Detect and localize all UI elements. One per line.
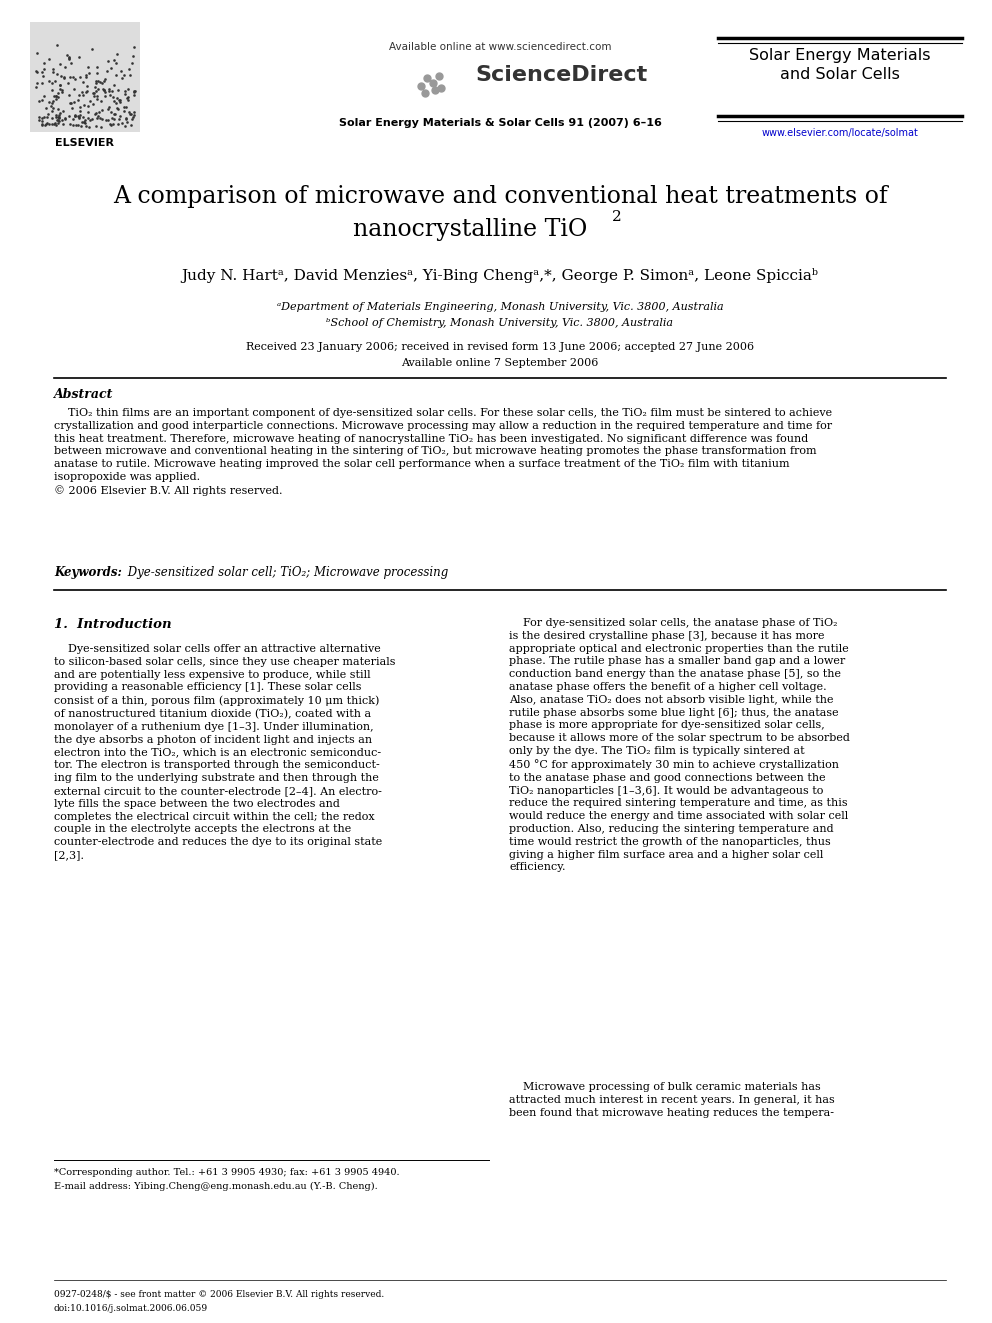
Text: Solar Energy Materials & Solar Cells 91 (2007) 6–16: Solar Energy Materials & Solar Cells 91 … [338,118,662,128]
Text: Microwave processing of bulk ceramic materials has
attracted much interest in re: Microwave processing of bulk ceramic mat… [509,1082,834,1118]
Text: For dye-sensitized solar cells, the anatase phase of TiO₂
is the desired crystal: For dye-sensitized solar cells, the anat… [509,618,850,872]
Text: Available online at www.sciencedirect.com: Available online at www.sciencedirect.co… [389,42,611,52]
Text: ScienceDirect: ScienceDirect [475,65,647,85]
Text: Dye-sensitized solar cells offer an attractive alternative
to silicon-based sola: Dye-sensitized solar cells offer an attr… [54,644,396,860]
Text: Keywords:: Keywords: [54,566,122,579]
Text: Available online 7 September 2006: Available online 7 September 2006 [402,359,599,368]
Bar [30,22,140,132]
Text: *Corresponding author. Tel.: +61 3 9905 4930; fax: +61 3 9905 4940.: *Corresponding author. Tel.: +61 3 9905 … [54,1168,400,1177]
Text: nanocrystalline TiO: nanocrystalline TiO [353,218,587,241]
Text: ELSEVIER: ELSEVIER [56,138,114,148]
Text: A comparison of microwave and conventional heat treatments of: A comparison of microwave and convention… [113,185,887,208]
Text: doi:10.1016/j.solmat.2006.06.059: doi:10.1016/j.solmat.2006.06.059 [54,1304,208,1312]
Text: Dye-sensitized solar cell; TiO₂; Microwave processing: Dye-sensitized solar cell; TiO₂; Microwa… [124,566,448,579]
Text: www.elsevier.com/locate/solmat: www.elsevier.com/locate/solmat [762,128,919,138]
Text: TiO₂ thin films are an important component of dye-sensitized solar cells. For th: TiO₂ thin films are an important compone… [54,407,832,496]
Text: ᵃDepartment of Materials Engineering, Monash University, Vic. 3800, Australia: ᵃDepartment of Materials Engineering, Mo… [277,302,723,312]
Text: E-mail address: Yibing.Cheng@eng.monash.edu.au (Y.-B. Cheng).: E-mail address: Yibing.Cheng@eng.monash.… [54,1181,378,1191]
Text: Abstract: Abstract [54,388,113,401]
Text: Judy N. Hartᵃ, David Menziesᵃ, Yi-Bing Chengᵃ,*, George P. Simonᵃ, Leone Spiccia: Judy N. Hartᵃ, David Menziesᵃ, Yi-Bing C… [182,269,818,283]
Text: 1.  Introduction: 1. Introduction [54,618,172,631]
Text: Received 23 January 2006; received in revised form 13 June 2006; accepted 27 Jun: Received 23 January 2006; received in re… [246,343,754,352]
Text: 0927-0248/$ - see front matter © 2006 Elsevier B.V. All rights reserved.: 0927-0248/$ - see front matter © 2006 El… [54,1290,384,1299]
Text: ᵇSchool of Chemistry, Monash University, Vic. 3800, Australia: ᵇSchool of Chemistry, Monash University,… [326,318,674,328]
Text: 2: 2 [612,210,622,224]
Text: Solar Energy Materials
and Solar Cells: Solar Energy Materials and Solar Cells [749,48,930,82]
